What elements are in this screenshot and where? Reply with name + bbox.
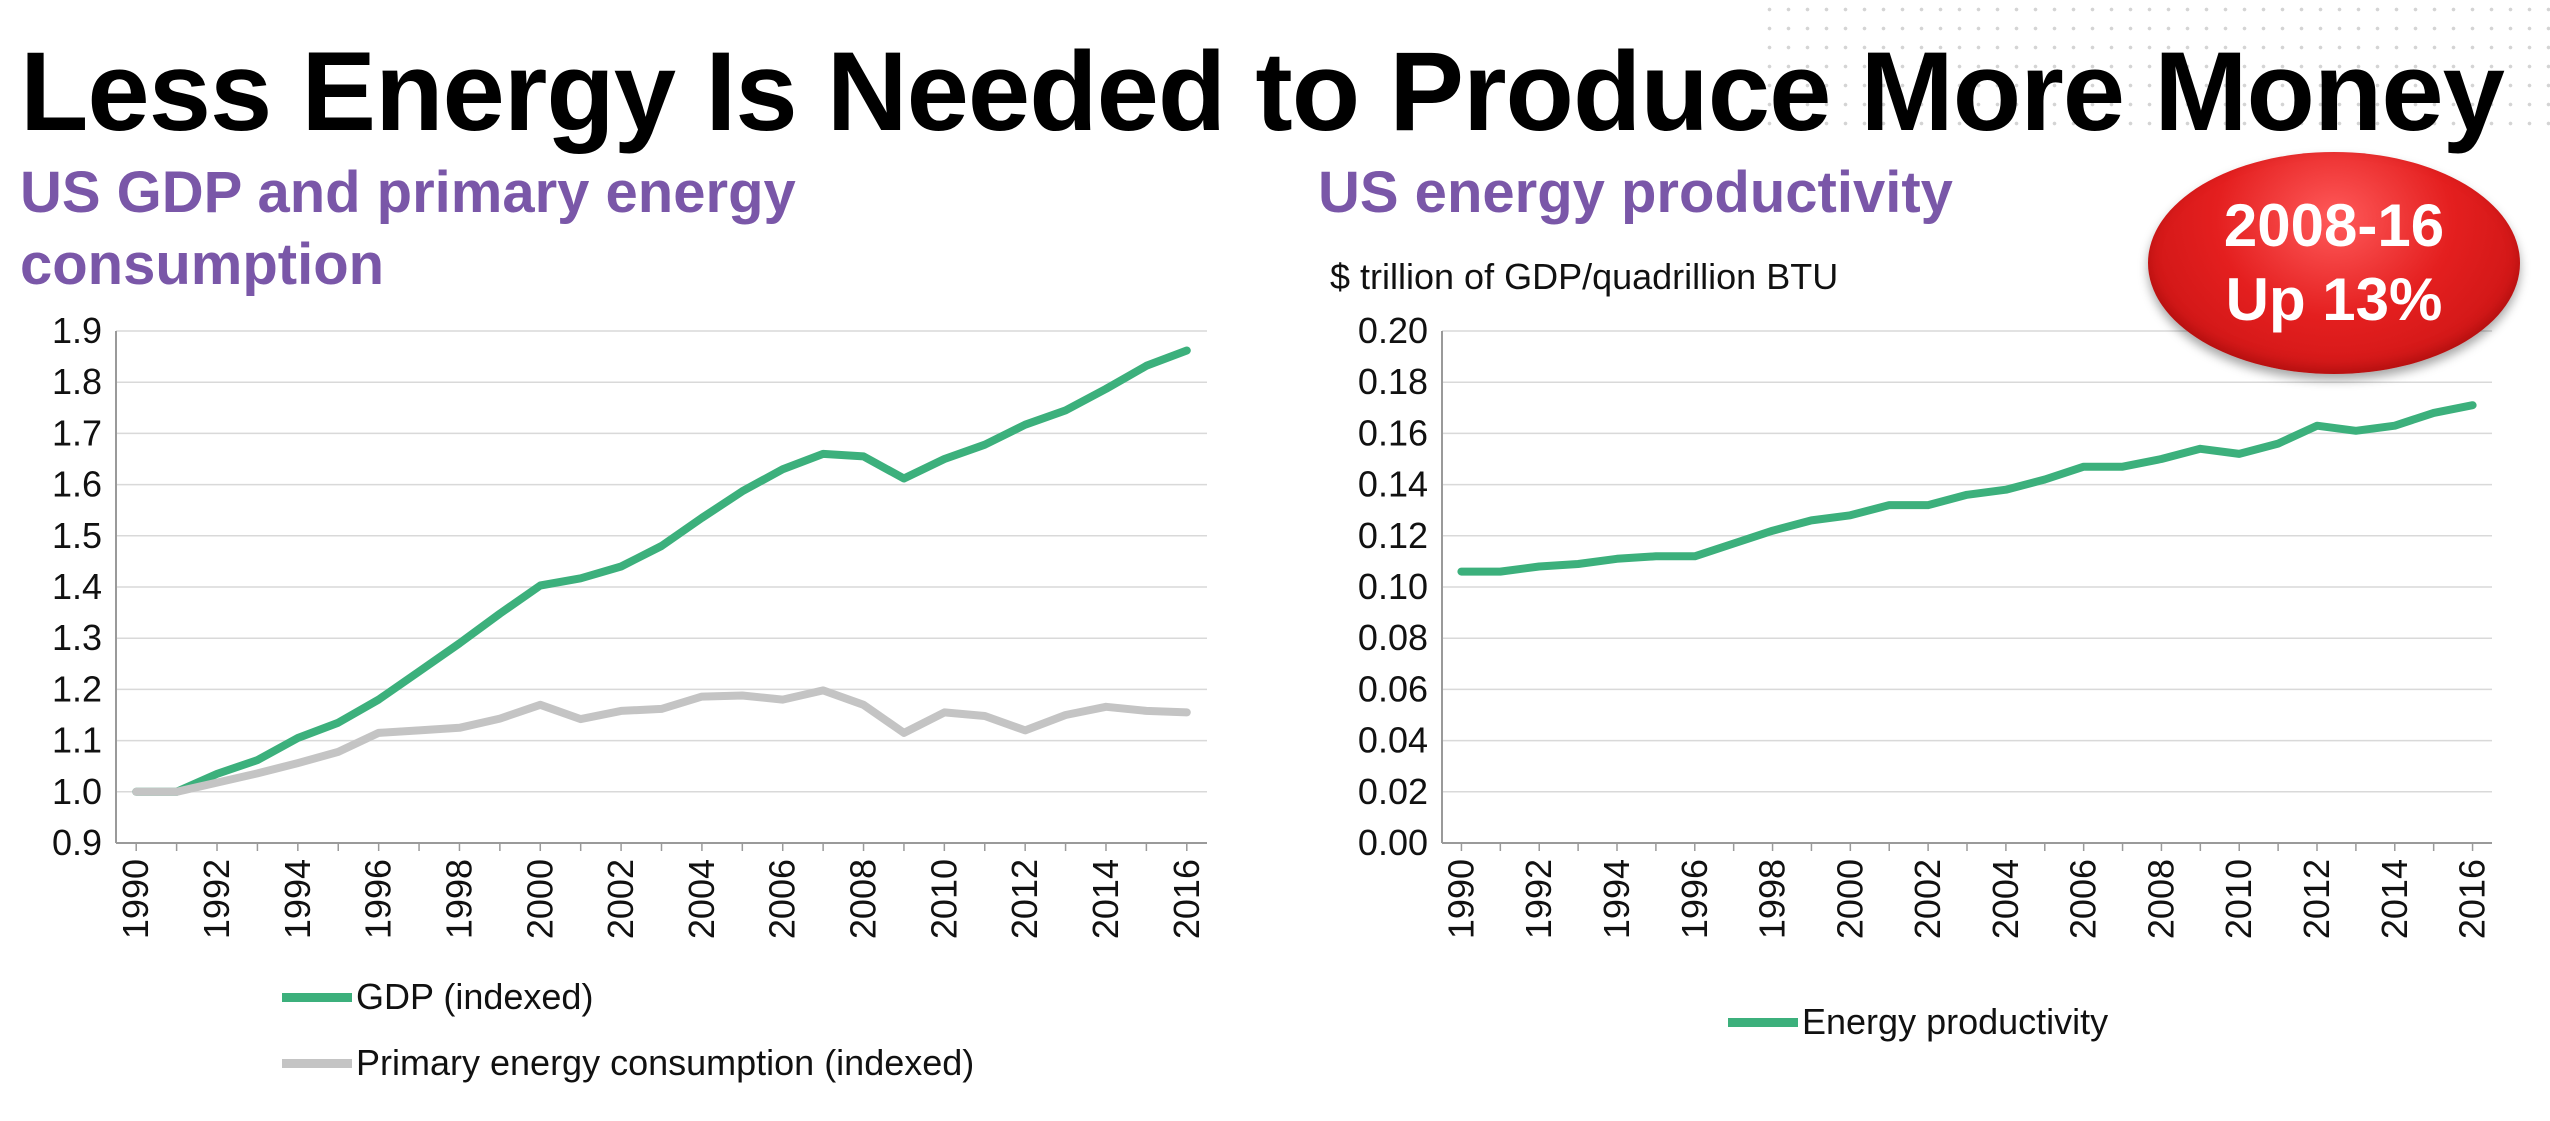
gdp-chart-y-tick-label: 1.2 (52, 668, 102, 709)
productivity-chart-x-tick-label: 2016 (2452, 859, 2493, 939)
gdp-chart-y-tick-label: 1.3 (52, 617, 102, 658)
gdp-chart-x-tick-label: 2002 (600, 859, 641, 939)
productivity-chart-x-tick-label: 1996 (1674, 859, 1715, 939)
gdp-chart-y-tick-label: 0.9 (52, 822, 102, 863)
gdp-chart-x-tick-label: 2004 (681, 859, 722, 939)
productivity-chart-y-tick-label: 0.04 (1358, 720, 1428, 761)
gdp-chart-x-tick-label: 2006 (762, 859, 803, 939)
gdp-chart-x-tick-label: 2016 (1166, 859, 1207, 939)
page-title: Less Energy Is Needed to Produce More Mo… (20, 29, 2505, 154)
productivity-chart-y-tick-label: 0.02 (1358, 771, 1428, 812)
productivity-chart-y-tick-label: 0.00 (1358, 822, 1428, 863)
productivity-chart-x-tick-label: 2008 (2140, 859, 2181, 939)
productivity-chart-y-tick-label: 0.08 (1358, 617, 1428, 658)
gdp-chart-series-line-2 (132, 686, 1191, 796)
gdp-chart-y-tick-label: 1.0 (52, 771, 102, 812)
productivity-chart-y-tick-label: 0.18 (1358, 361, 1428, 402)
gdp-chart-x-tick-label: 2000 (519, 859, 560, 939)
gdp-chart-x-tick-label: 2008 (843, 859, 884, 939)
legend-gdp-label: GDP (indexed) (356, 976, 594, 1017)
productivity-chart-x-tick-label: 2010 (2218, 859, 2259, 939)
legend-energy-label: Primary energy consumption (indexed) (356, 1042, 975, 1083)
legend-energy-swatch (282, 1058, 352, 1068)
gdp-chart-x-tick-label: 1992 (196, 859, 237, 939)
right-chart-subtitle: US energy productivity (1318, 160, 1953, 225)
gdp-chart-y-tick-label: 1.5 (52, 515, 102, 556)
productivity-chart-y-tick-label: 0.16 (1358, 412, 1428, 453)
legend-gdp-swatch (282, 992, 352, 1002)
gdp-chart-y-tick-label: 1.6 (52, 464, 102, 505)
gdp-chart-x-tick-label: 1994 (277, 859, 318, 939)
left-chart-subtitle: US GDP and primary energy consumption (20, 160, 796, 297)
productivity-chart-x-tick-label: 2004 (1985, 859, 2026, 939)
gdp-chart-x-tick-label: 2012 (1004, 859, 1045, 939)
gdp-chart-y-tick-label: 1.4 (52, 566, 102, 607)
productivity-chart-x-tick-label: 1990 (1440, 859, 1481, 939)
gdp-chart-x-tick-label: 2010 (923, 859, 964, 939)
gdp-chart-x-tick-label: 1996 (358, 859, 399, 939)
productivity-chart-x-tick-label: 2014 (2374, 859, 2415, 939)
productivity-chart-y-tick-label: 0.12 (1358, 515, 1428, 556)
legend-energy: Primary energy consumption (indexed) (282, 1042, 974, 1084)
right-chart-unit-label: $ trillion of GDP/quadrillion BTU (1330, 256, 1839, 297)
legend-productivity-label: Energy productivity (1802, 1001, 2109, 1042)
gdp-chart-x-tick-label: 1998 (438, 859, 479, 939)
badge-change: Up 13% (2225, 266, 2443, 333)
productivity-chart-y-tick-label: 0.20 (1358, 310, 1428, 351)
gdp-chart-x-tick-label: 1990 (115, 859, 156, 939)
legend-productivity: Energy productivity (1728, 1001, 2108, 1043)
productivity-chart-series-line-1 (1457, 401, 2477, 576)
productivity-chart-y-tick-label: 0.14 (1358, 464, 1428, 505)
gdp-chart-x-tick-label: 2014 (1085, 859, 1126, 939)
gdp-chart-series-line-1 (132, 346, 1191, 796)
productivity-chart-x-tick-label: 2006 (2063, 859, 2104, 939)
productivity-chart-x-tick-label: 2012 (2296, 859, 2337, 939)
gdp-energy-chart: 0.9 1.0 1.1 1.2 1.3 1.4 1.5 1.6 1.7 1.8 1.9 1990 199… (52, 310, 1207, 939)
productivity-chart-y-tick-label: 0.10 (1358, 566, 1428, 607)
gdp-chart-y-tick-label: 1.9 (52, 310, 102, 351)
productivity-chart-x-tick-label: 2000 (1829, 859, 1870, 939)
badge-period: 2008-16 (2223, 192, 2445, 259)
growth-badge: 2008-16 Up 13% (2148, 152, 2520, 374)
gdp-chart-y-tick-label: 1.7 (52, 412, 102, 453)
legend-gdp: GDP (indexed) (282, 976, 593, 1018)
productivity-chart-x-tick-label: 2002 (1907, 859, 1948, 939)
legend-productivity-swatch (1728, 1017, 1798, 1027)
gdp-chart-y-tick-label: 1.8 (52, 361, 102, 402)
productivity-chart-x-tick-label: 1992 (1518, 859, 1559, 939)
gdp-chart-y-tick-label: 1.1 (52, 720, 102, 761)
productivity-chart-y-tick-label: 0.06 (1358, 668, 1428, 709)
productivity-chart-x-tick-label: 1994 (1596, 859, 1637, 939)
dot-pattern-decoration (1760, 0, 2550, 130)
energy-productivity-chart: 0.00 0.02 0.04 0.06 0.08 0.10 0.12 0.14 0.16 0.18… (1358, 310, 2493, 939)
productivity-chart-x-tick-label: 1998 (1752, 859, 1793, 939)
